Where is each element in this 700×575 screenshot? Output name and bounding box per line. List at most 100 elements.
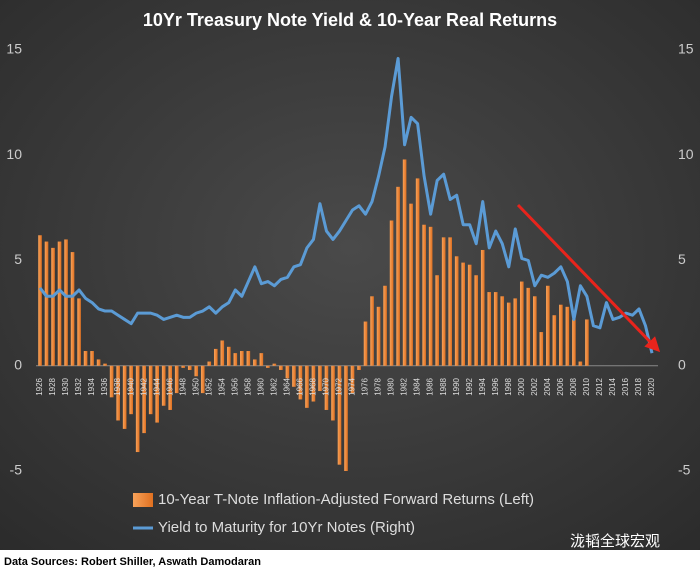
bar xyxy=(435,275,439,366)
bar xyxy=(513,298,518,366)
bar xyxy=(461,262,465,366)
bar xyxy=(305,365,309,408)
x-tick-label: 1934 xyxy=(87,377,96,395)
x-tick-label: 2020 xyxy=(647,377,656,395)
x-tick-label: 1956 xyxy=(230,377,239,395)
bar xyxy=(506,302,511,366)
bar xyxy=(103,363,107,366)
bar xyxy=(187,365,192,370)
x-tick-label: 1960 xyxy=(256,377,265,395)
bar xyxy=(200,365,205,394)
bar xyxy=(350,365,355,394)
y-tick-label: 5 xyxy=(14,251,22,267)
bar xyxy=(311,365,316,402)
bar xyxy=(233,353,238,366)
bar xyxy=(572,319,576,366)
x-tick-label: 1994 xyxy=(478,377,487,395)
x-tick-label: 1952 xyxy=(204,377,213,395)
bar xyxy=(539,332,544,366)
x-tick-label: 1982 xyxy=(400,377,409,395)
x-tick-label: 2008 xyxy=(569,377,578,395)
bar xyxy=(122,365,127,429)
x-tick-label: 1968 xyxy=(309,377,318,395)
bar xyxy=(441,237,446,366)
bar xyxy=(44,241,49,366)
bar xyxy=(90,351,94,366)
bar xyxy=(57,241,62,366)
bar xyxy=(454,256,459,366)
bar xyxy=(519,281,524,366)
bar xyxy=(389,220,394,366)
bar xyxy=(409,203,413,366)
bar xyxy=(64,239,68,366)
x-tick-label: 1942 xyxy=(139,377,148,395)
x-tick-label: 1964 xyxy=(283,377,292,395)
x-tick-label: 1948 xyxy=(178,377,187,395)
bar xyxy=(578,361,583,366)
footer-band xyxy=(0,550,700,575)
bar xyxy=(142,365,146,434)
x-tick-label: 1930 xyxy=(61,377,70,395)
bar xyxy=(487,292,492,366)
x-tick-label: 1926 xyxy=(35,377,44,395)
x-tick-label: 1936 xyxy=(100,377,109,395)
x-tick-label: 1928 xyxy=(48,377,57,395)
y2-tick-label: 15 xyxy=(678,41,694,57)
bar xyxy=(279,365,283,370)
bar xyxy=(337,365,342,465)
bar xyxy=(552,315,557,366)
legend-label: Yield to Maturity for 10Yr Notes (Right) xyxy=(158,519,415,536)
bar xyxy=(161,365,166,406)
x-tick-label: 1972 xyxy=(335,377,344,395)
bar xyxy=(285,365,290,379)
y-tick-label: 15 xyxy=(6,41,22,57)
x-tick-label: 1950 xyxy=(191,377,200,395)
y-tick-label: 0 xyxy=(14,356,22,372)
bar xyxy=(227,346,231,366)
bar xyxy=(51,247,55,366)
x-tick-label: 1988 xyxy=(439,377,448,395)
bar xyxy=(292,365,296,387)
bar xyxy=(220,340,225,366)
bar xyxy=(396,186,400,366)
bar xyxy=(240,351,244,366)
bar xyxy=(565,306,570,366)
bar xyxy=(135,365,140,453)
bar xyxy=(363,321,368,366)
legend-label: 10-Year T-Note Inflation-Adjusted Forwar… xyxy=(158,491,534,508)
bar xyxy=(207,361,212,366)
bar xyxy=(324,365,329,410)
y-tick-label: -5 xyxy=(10,462,23,478)
background xyxy=(0,0,700,550)
x-tick-label: 1946 xyxy=(165,377,174,395)
bar xyxy=(96,359,101,366)
line xyxy=(38,56,654,354)
watermark: 泷韬全球宏观 xyxy=(570,532,660,550)
x-tick-label: 1990 xyxy=(452,377,461,395)
bar xyxy=(246,351,251,366)
bar xyxy=(266,365,270,368)
bar xyxy=(493,292,498,366)
bar xyxy=(376,306,381,366)
x-tick-label: 2000 xyxy=(517,377,526,395)
bar xyxy=(448,237,452,366)
x-tick-label: 1970 xyxy=(322,377,331,395)
bar xyxy=(559,304,563,366)
bar xyxy=(546,285,550,366)
bar xyxy=(415,178,420,366)
bar xyxy=(116,365,120,421)
bar xyxy=(70,252,75,366)
x-tick-label: 1966 xyxy=(296,377,305,395)
bar xyxy=(500,296,505,366)
bar xyxy=(129,365,133,415)
plot-area: -5 0 5 10 15 -5 0 5 10 15 1926 1928 1930 1932 1934 1936… xyxy=(6,41,693,478)
x-tick-label: 2018 xyxy=(634,377,643,395)
x-tick-label: 1940 xyxy=(126,377,135,395)
x-tick-label: 1976 xyxy=(361,377,370,395)
x-tick-label: 1958 xyxy=(243,377,252,395)
bar xyxy=(253,359,257,366)
bar xyxy=(344,365,348,471)
bar xyxy=(480,249,485,366)
bar xyxy=(370,296,374,366)
y2-tick-label: 0 xyxy=(678,356,686,372)
